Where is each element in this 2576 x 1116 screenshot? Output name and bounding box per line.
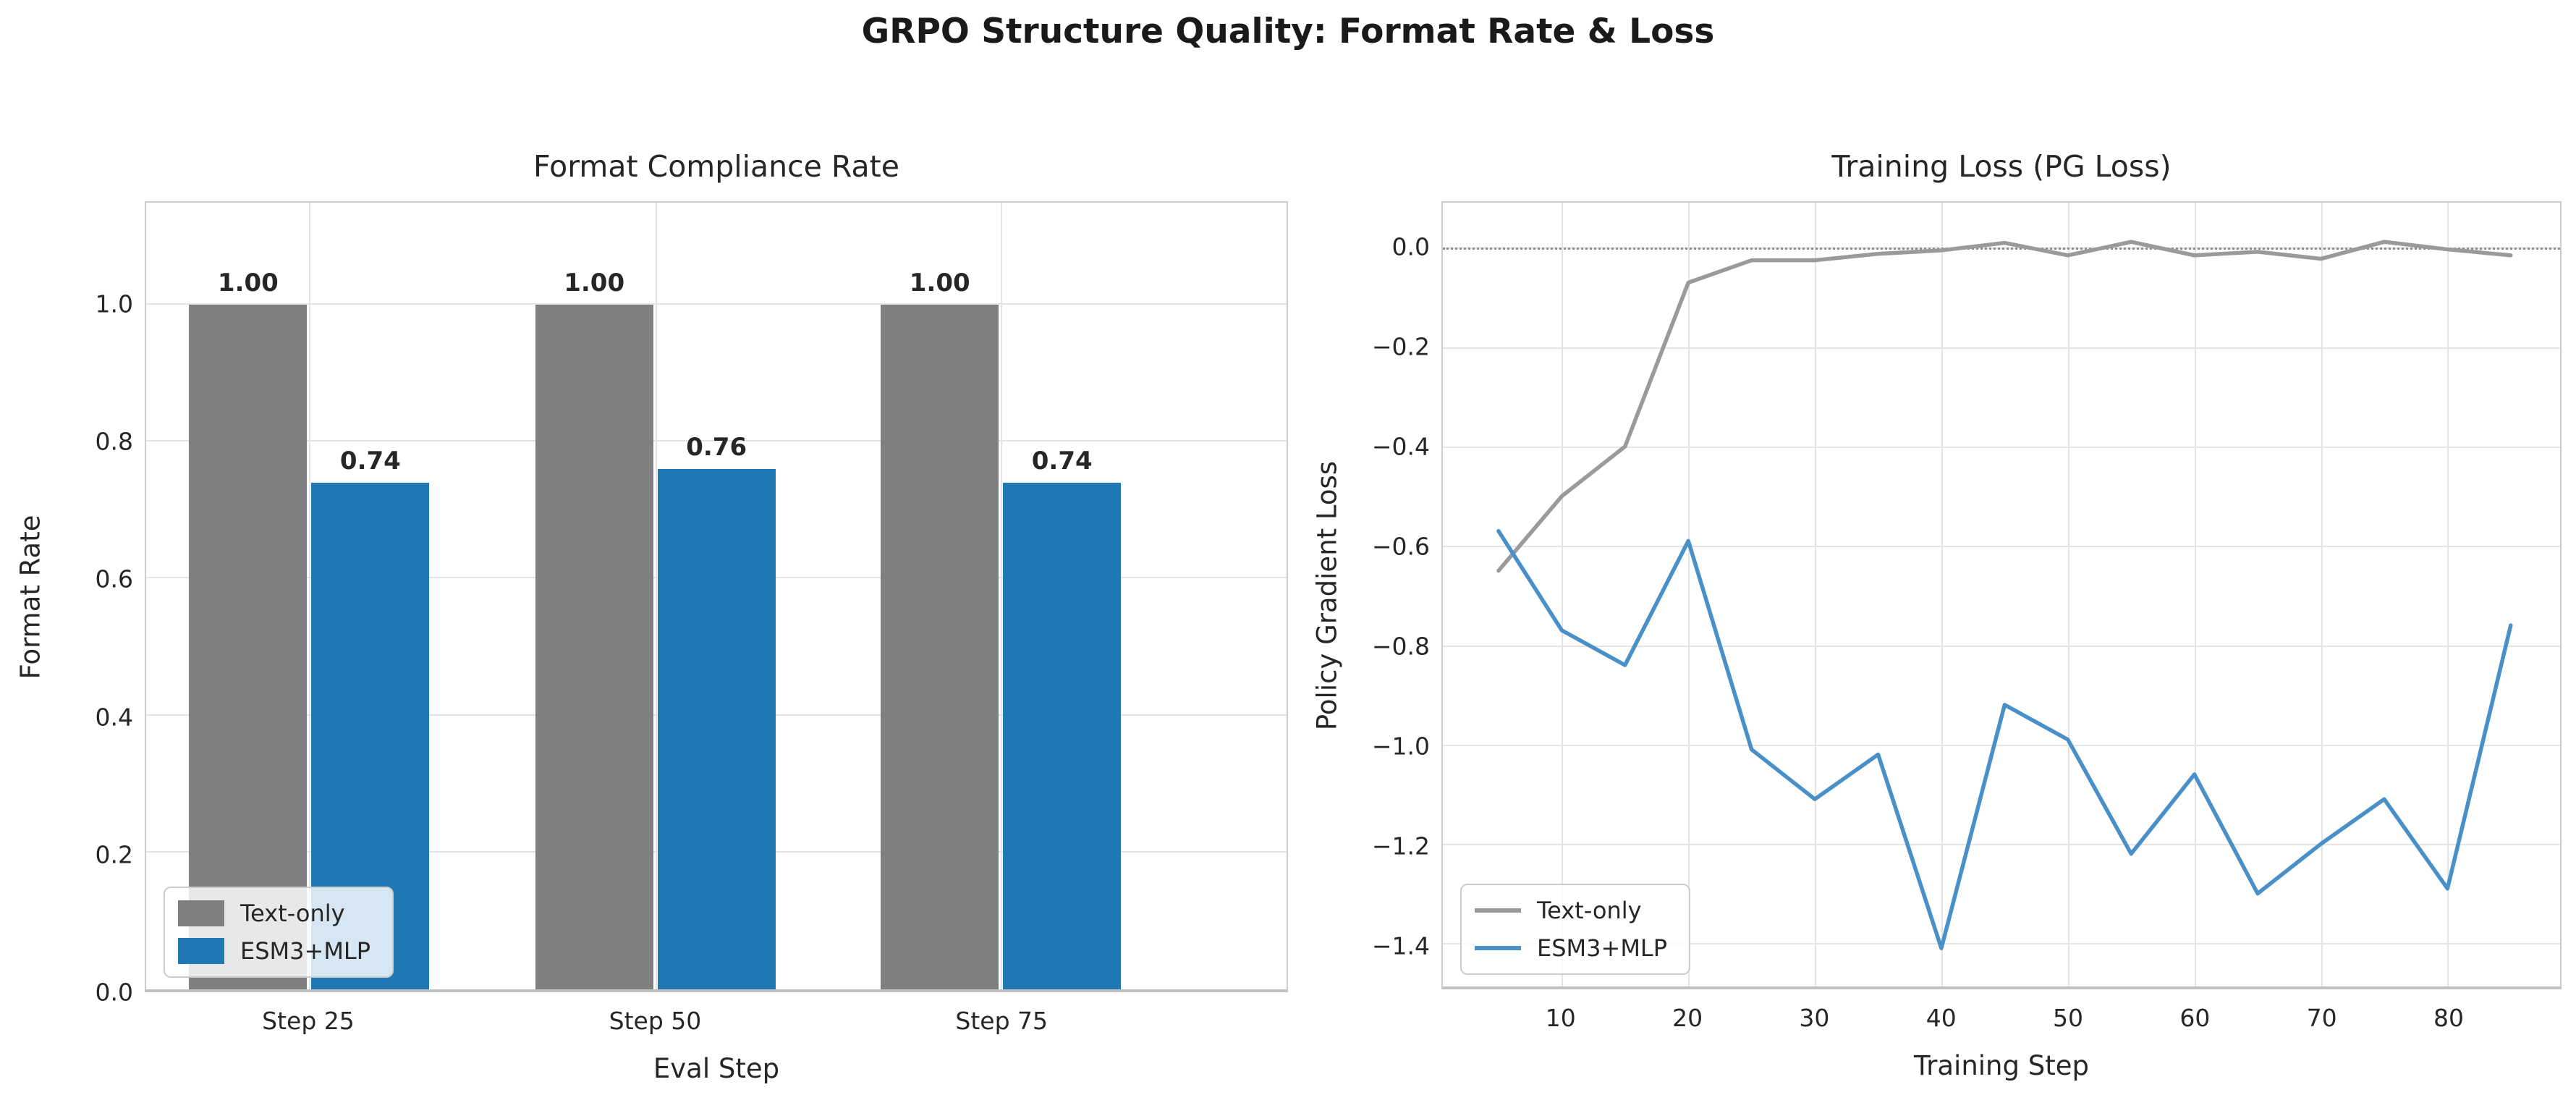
bar-group: 1.00 0.74: [186, 203, 432, 989]
x-tick-label: 50: [2053, 1004, 2084, 1032]
bar-esm3-mlp: 0.76: [657, 433, 776, 989]
gridline: [1562, 203, 1564, 986]
bar-value-label: 0.74: [1031, 446, 1093, 475]
y-tick-label: −0.8: [1371, 632, 1430, 661]
legend-item: Text-only: [1475, 897, 1667, 924]
x-tick-label: Step 25: [262, 1007, 355, 1035]
bar-esm3-mlp: 0.74: [1003, 447, 1122, 989]
line-chart-plot-area: Text-only ESM3+MLP: [1441, 201, 2562, 989]
bar-value-label: 1.00: [909, 268, 970, 297]
legend-item: Text-only: [178, 900, 370, 927]
gridline: [2447, 203, 2449, 986]
gridline: [655, 203, 657, 989]
gridline: [146, 303, 1287, 305]
line-esm3-mlp: [1496, 528, 2513, 950]
gridline: [1443, 844, 2560, 846]
loss-curves: [1496, 240, 2513, 950]
gridline: [1001, 203, 1003, 989]
legend-label: Text-only: [1537, 897, 1642, 924]
bar-text-only: 1.00: [189, 269, 308, 989]
legend-item: ESM3+MLP: [178, 937, 370, 965]
gridline: [1443, 347, 2560, 349]
y-tick-label: −1.2: [1371, 832, 1430, 861]
x-tick-label: Step 50: [609, 1007, 702, 1035]
x-tick-label: 40: [1925, 1004, 1957, 1032]
legend-label: ESM3+MLP: [1537, 934, 1668, 962]
line-text-only: [1496, 240, 2513, 573]
x-tick-label: 10: [1545, 1004, 1576, 1032]
legend-color-patch: [178, 900, 224, 926]
legend-label: Text-only: [240, 900, 345, 927]
gridline: [1443, 744, 2560, 746]
bar-value-label: 0.76: [686, 433, 747, 462]
gridline: [1688, 203, 1690, 986]
x-tick-label: 70: [2306, 1004, 2337, 1032]
line-chart-ylabel: Policy Gradient Loss: [1311, 460, 1343, 730]
bar-value-label: 1.00: [217, 268, 279, 297]
y-tick-label: −0.2: [1371, 332, 1430, 361]
zero-reference-line: [1443, 248, 2560, 250]
y-tick-label: 0.6: [95, 565, 133, 593]
y-tick-label: 0.0: [95, 978, 133, 1007]
gridline: [309, 203, 311, 989]
gridline: [1941, 203, 1943, 986]
bar-text-only: 1.00: [881, 269, 999, 989]
y-tick-label: −1.0: [1371, 732, 1430, 761]
y-tick-label: 0.0: [1391, 232, 1430, 261]
bar-group: 1.00 0.74: [878, 203, 1124, 989]
legend-color-patch: [178, 938, 224, 964]
gridline: [2194, 203, 2196, 986]
legend-item: ESM3+MLP: [1475, 934, 1667, 962]
gridline: [146, 440, 1287, 442]
y-tick-label: 0.8: [95, 427, 133, 456]
bar-chart-xlabel: Eval Step: [653, 1053, 780, 1084]
bar-chart-plot-area: 1.00 0.74 1.00 0.76 1.00 0.74 Text-only ESM3+ML…: [145, 201, 1288, 992]
legend: Text-only ESM3+MLP: [164, 887, 394, 978]
bar-esm3-mlp: 0.74: [311, 447, 430, 989]
legend-color-line: [1475, 908, 1521, 913]
gridline: [1443, 446, 2560, 448]
line-chart-title: Training Loss (PG Loss): [1831, 149, 2172, 184]
bar-value-label: 0.74: [339, 446, 401, 475]
y-tick-label: 0.2: [95, 840, 133, 869]
bar-value-label: 1.00: [564, 268, 625, 297]
bar-chart-axes: Format Compliance Rate Format Rate 1.00 0…: [15, 149, 1288, 1084]
bar-group: 1.00 0.76: [533, 203, 779, 989]
figure-title: GRPO Structure Quality: Format Rate & Lo…: [861, 12, 1715, 51]
y-tick-label: −0.4: [1371, 432, 1430, 461]
x-tick-label: 60: [2179, 1004, 2211, 1032]
legend: Text-only ESM3+MLP: [1460, 884, 1691, 975]
y-tick-label: −0.6: [1371, 532, 1430, 561]
x-tick-label: 80: [2433, 1004, 2464, 1032]
bar-text-only: 1.00: [535, 269, 653, 989]
y-tick-label: 0.4: [95, 703, 133, 731]
y-tick-label: −1.4: [1371, 931, 1430, 960]
line-chart-xlabel: Training Step: [1914, 1050, 2089, 1081]
legend-color-line: [1475, 946, 1521, 950]
x-tick-label: Step 75: [955, 1007, 1048, 1035]
x-tick-label: 30: [1799, 1004, 1830, 1032]
gridline: [2067, 203, 2069, 986]
y-tick-label: 1.0: [95, 289, 133, 318]
x-tick-label: 20: [1672, 1004, 1703, 1032]
gridline: [1443, 943, 2560, 945]
gridline: [1815, 203, 1817, 986]
bar-chart-title: Format Compliance Rate: [533, 149, 899, 184]
legend-label: ESM3+MLP: [240, 937, 371, 965]
bar-chart-ylabel: Format Rate: [14, 515, 46, 679]
line-chart-axes: Training Loss (PG Loss) Policy Gradient …: [1312, 149, 2562, 1081]
gridline: [1443, 546, 2560, 548]
gridline: [2321, 203, 2323, 986]
gridline: [1443, 645, 2560, 647]
